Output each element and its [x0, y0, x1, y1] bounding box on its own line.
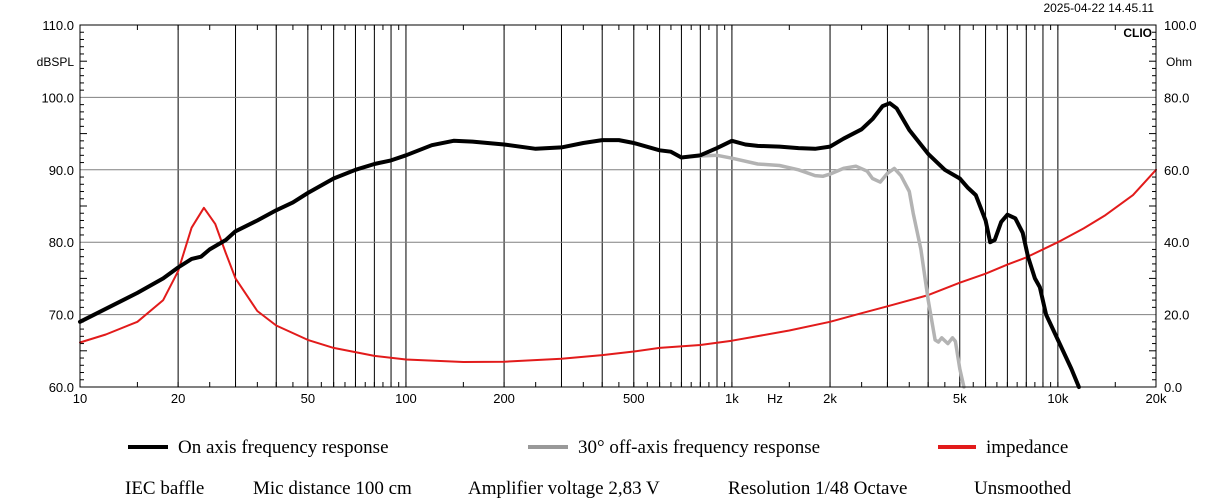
timestamp: 2025-04-22 14.45.11	[1043, 1, 1154, 15]
x-axis-unit-label: Hz	[767, 391, 783, 406]
x-tick-label: 5k	[953, 391, 967, 406]
y-left-tick-label: 100.0	[41, 90, 74, 105]
y-right-tick-label: 40.0	[1164, 235, 1189, 250]
label-layer: 60.0 70.0 80.0 90.0 100.0 110.0 0.0 20.0 40.0 60.…	[41, 18, 1196, 406]
footer-smoothing: Unsmoothed	[974, 478, 1072, 499]
footer-resolution: Resolution 1/48 Octave	[728, 478, 907, 499]
measurement-info: IEC baffle Mic distance 100 cm Amplifier…	[125, 478, 1072, 499]
impedance-line	[79, 168, 1157, 363]
footer-baffle: IEC baffle	[125, 478, 204, 499]
right-axis-unit: Ohm	[1166, 55, 1192, 69]
clio-logo: CLIO	[1123, 26, 1152, 40]
x-tick-label: 1k	[725, 391, 739, 406]
x-tick-label: 10	[73, 391, 87, 406]
legend-label-off-axis: 30° off-axis frequency response	[578, 437, 820, 458]
plot-frame	[79, 24, 1157, 388]
x-tick-label: 200	[493, 391, 515, 406]
grid-layer	[80, 24, 1156, 388]
y-right-tick-label: 20.0	[1164, 308, 1189, 323]
series-layer	[78, 101, 1157, 389]
x-tick-label: 20k	[1146, 391, 1167, 406]
off-axis-response-line	[679, 153, 966, 389]
y-right-tick-label: 100.0	[1164, 18, 1197, 33]
x-tick-label: 20	[171, 391, 185, 406]
y-left-tick-label: 60.0	[49, 380, 74, 395]
on-axis-response-line	[78, 101, 1081, 389]
left-axis-unit: dBSPL	[37, 55, 75, 69]
x-tick-label: 10k	[1047, 391, 1068, 406]
y-right-tick-label: 0.0	[1164, 380, 1182, 395]
x-tick-label: 50	[301, 391, 315, 406]
y-left-tick-label: 70.0	[49, 308, 74, 323]
x-tick-label: 500	[623, 391, 645, 406]
legend: On axis frequency response 30° off-axis …	[128, 437, 1068, 458]
y-right-tick-label: 80.0	[1164, 90, 1189, 105]
footer-amplifier-voltage: Amplifier voltage 2,83 V	[468, 478, 660, 499]
footer-mic-distance: Mic distance 100 cm	[253, 478, 412, 499]
y-left-tick-label: 80.0	[49, 235, 74, 250]
y-right-tick-label: 60.0	[1164, 163, 1189, 178]
y-left-tick-label: 90.0	[49, 163, 74, 178]
legend-label-impedance: impedance	[986, 437, 1068, 458]
legend-label-on-axis: On axis frequency response	[178, 437, 389, 458]
y-left-tick-label: 110.0	[42, 18, 74, 33]
x-tick-label: 2k	[823, 391, 837, 406]
x-tick-label: 100	[395, 391, 417, 406]
